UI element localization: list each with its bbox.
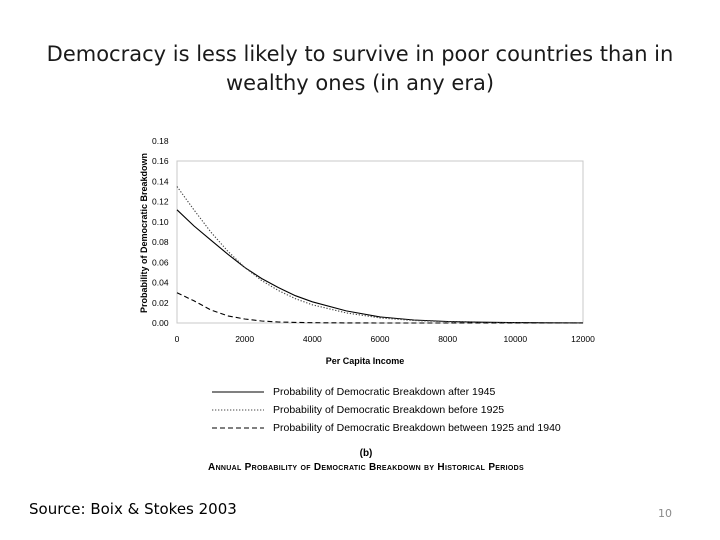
- x-tick-label: 2000: [235, 334, 254, 344]
- slide-title: Democracy is less likely to survive in p…: [40, 40, 680, 98]
- title-line-1: Democracy is less likely to survive in p…: [46, 42, 674, 66]
- y-tick-label: 0.02: [152, 298, 169, 308]
- y-tick-label: 0.08: [152, 237, 169, 247]
- y-tick-label: 0.12: [152, 197, 169, 207]
- chart-caption: Annual Probability of Democratic Breakdo…: [208, 462, 524, 473]
- x-tick-label: 10000: [504, 334, 528, 344]
- plot-frame: [176, 160, 584, 324]
- y-tick-label: 0.06: [152, 257, 169, 267]
- legend-label-2: Probability of Democratic Breakdown befo…: [273, 404, 504, 416]
- title-line-2: wealthy ones (in any era): [225, 71, 495, 95]
- y-axis-ticks: 0.00 0.02 0.04 0.06 0.08 0.10 0.12 0.14 0.16 0.18: [152, 136, 169, 328]
- y-tick-label: 0.14: [152, 176, 169, 186]
- x-tick-label: 0: [175, 334, 180, 344]
- y-tick-label: 0.00: [152, 318, 169, 328]
- series-lines: [176, 186, 584, 324]
- x-axis-label: Per Capita Income: [326, 356, 405, 366]
- source-citation: Source: Boix & Stokes 2003: [29, 500, 237, 518]
- y-tick-label: 0.10: [152, 217, 169, 227]
- x-axis-ticks: 0 2000 4000 6000 8000 10000 12000: [175, 334, 595, 344]
- legend-label-3: Probability of Democratic Breakdown betw…: [273, 422, 561, 434]
- legend-label-1: Probability of Democratic Breakdown afte…: [273, 386, 496, 398]
- series-line-2: [176, 186, 583, 324]
- panel-label: (b): [360, 448, 373, 459]
- y-tick-label: 0.04: [152, 278, 169, 288]
- x-tick-label: 8000: [438, 334, 457, 344]
- legend: Probability of Democratic Breakdown afte…: [212, 386, 561, 434]
- y-axis-label: Probability of Democratic Breakdown: [139, 153, 149, 313]
- series-line-3: [176, 292, 583, 324]
- x-tick-label: 12000: [571, 334, 595, 344]
- y-tick-label: 0.16: [152, 156, 169, 166]
- x-tick-label: 6000: [371, 334, 390, 344]
- page-number: 10: [658, 507, 672, 520]
- series-line-1: [176, 209, 584, 324]
- y-tick-label: 0.18: [152, 136, 169, 146]
- x-tick-label: 4000: [303, 334, 322, 344]
